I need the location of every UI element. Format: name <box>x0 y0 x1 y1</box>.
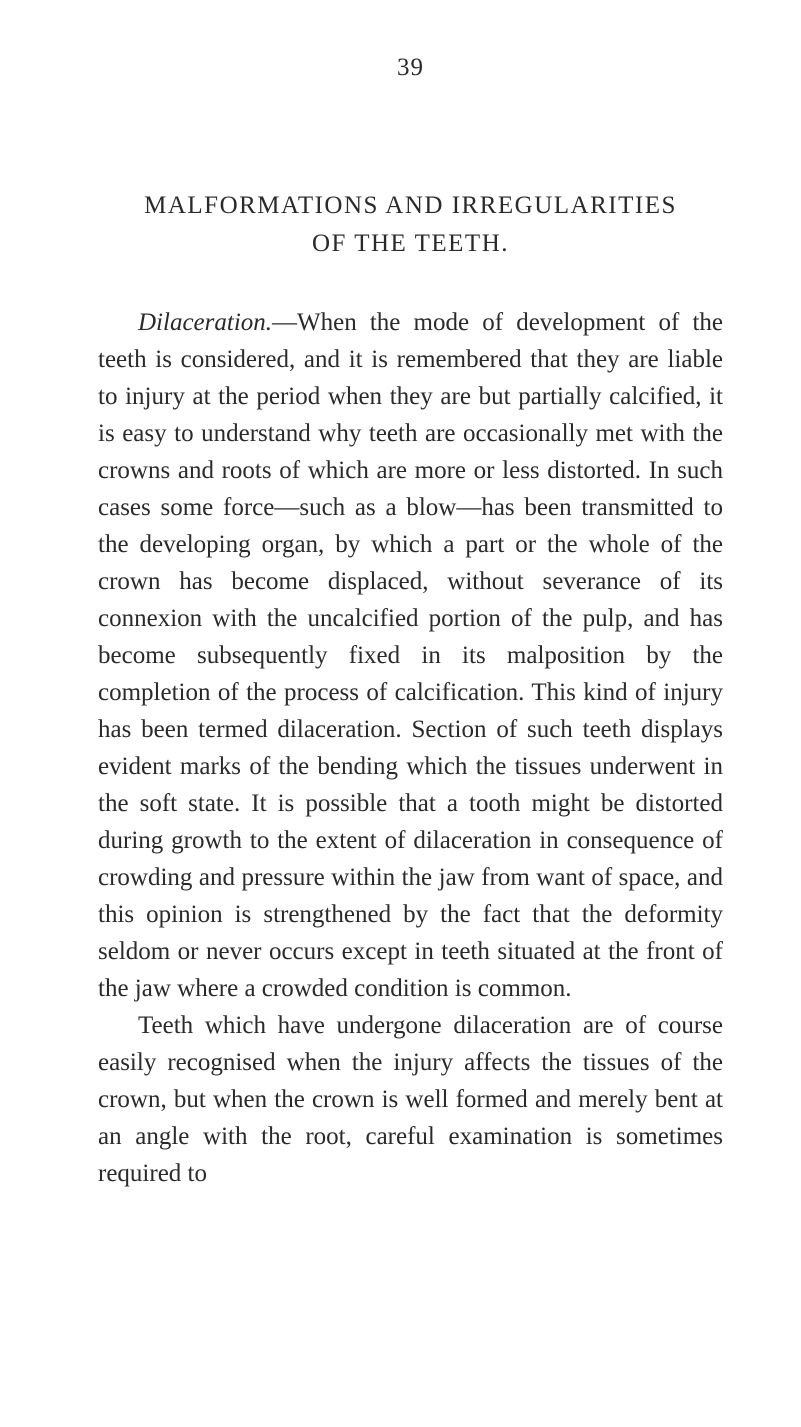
chapter-title-line-2: OF THE TEETH. <box>98 230 723 258</box>
paragraph-1-rest: —When the mode of development of the tee… <box>98 309 723 1002</box>
page-number: 39 <box>98 54 723 82</box>
lead-word-italic: Dilaceration. <box>138 309 272 336</box>
body-text: Dilaceration.—When the mode of developme… <box>98 304 723 1192</box>
paragraph-1: Dilaceration.—When the mode of developme… <box>98 304 723 1007</box>
paragraph-2: Teeth which have undergone dilaceration … <box>98 1007 723 1192</box>
chapter-title-line-1: MALFORMATIONS AND IRREGULARITIES <box>98 192 723 220</box>
scanned-page: 39 MALFORMATIONS AND IRREGULARITIES OF T… <box>0 0 801 1427</box>
